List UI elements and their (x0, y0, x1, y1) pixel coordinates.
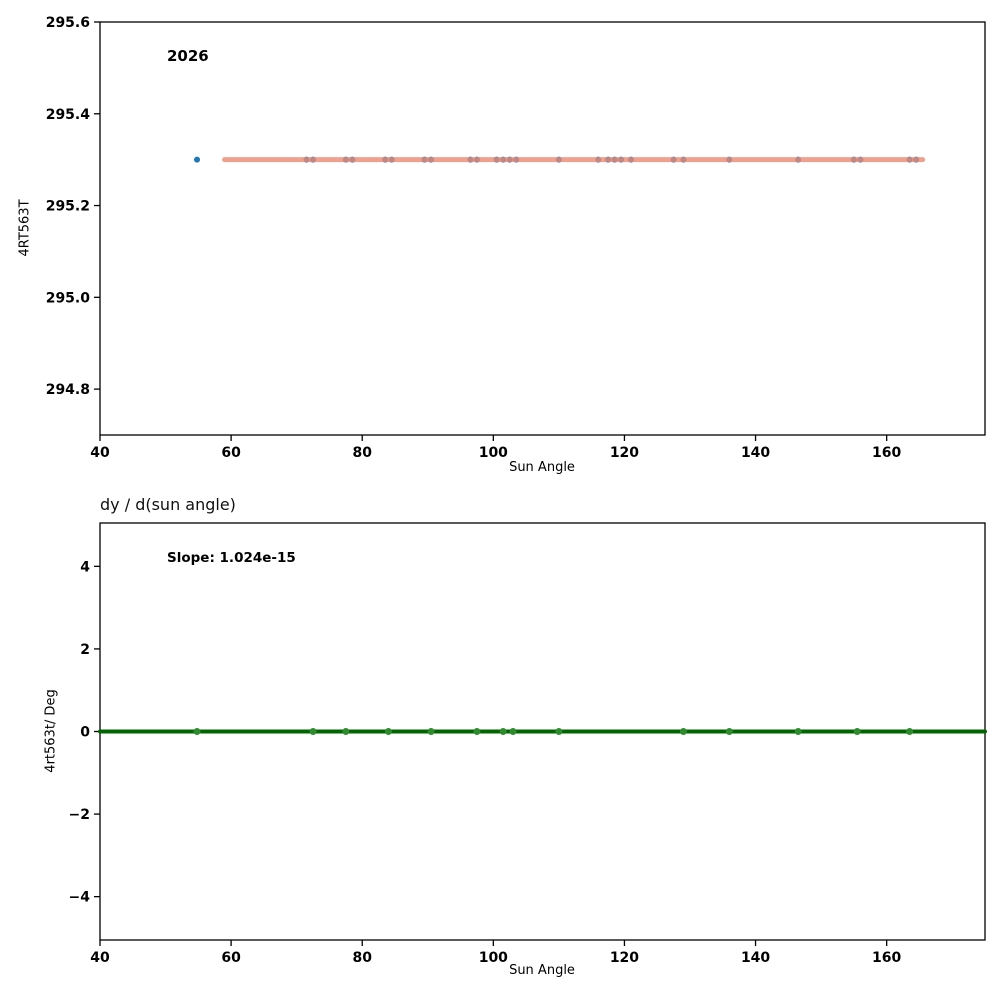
bottom-x-axis-label: Sun Angle (509, 963, 575, 978)
x-tick-label: 140 (741, 950, 770, 966)
scatter-point (679, 728, 687, 735)
scatter-point (309, 728, 317, 735)
x-tick-label: 140 (741, 445, 770, 461)
y-tick-label: 4 (80, 559, 90, 575)
axes-frame (99, 21, 986, 436)
x-tick-label: 40 (90, 445, 110, 461)
bottom-y-axis-label: 4rt563t/ Deg (43, 689, 59, 773)
scatter-point (384, 728, 392, 735)
x-tick-label: 60 (221, 950, 241, 966)
derivative-chart: 40 60 80 100 120 140 160 −4 −2 0 2 4 (69, 522, 987, 966)
x-tick-label: 40 (90, 950, 110, 966)
scatter-point (194, 156, 201, 163)
y-tick-label: 295.6 (46, 15, 90, 31)
y-tick-label: 294.8 (46, 382, 90, 398)
x-tick-label: 100 (479, 950, 508, 966)
y-tick-label: 295.4 (46, 107, 91, 123)
scatter-point (473, 728, 481, 735)
x-tick-label: 100 (479, 445, 508, 461)
scatter-point (427, 728, 435, 735)
y-tick-label: 295.0 (46, 290, 91, 306)
slope-annotation: Slope: 1.024e-15 (167, 550, 296, 566)
x-tick-label: 80 (352, 950, 372, 966)
scatter-point (853, 728, 861, 735)
y-tick-label: −4 (69, 890, 91, 906)
scatter-point (725, 728, 733, 735)
top-y-axis-label: 4RT563T (17, 199, 33, 257)
y-tick-label: 295.2 (46, 199, 90, 215)
scatter-point (342, 728, 350, 735)
scatter-point (193, 728, 201, 735)
y-tick-label: 2 (80, 642, 90, 658)
x-tick-label: 160 (872, 445, 901, 461)
top-scatter-chart: 40 60 80 100 120 140 160 294.8 295.0 295.2 295.4 29… (46, 15, 986, 461)
scatter-point (509, 728, 517, 735)
x-tick-label: 60 (221, 445, 241, 461)
y-tick-label: −2 (69, 807, 90, 823)
scatter-point (555, 728, 563, 735)
x-tick-label: 120 (610, 445, 639, 461)
derivative-chart-title: dy / d(sun angle) (100, 495, 236, 514)
scatter-point (499, 728, 507, 735)
year-annotation: 2026 (167, 47, 209, 65)
scatter-point (794, 728, 802, 735)
top-x-axis-label: Sun Angle (509, 460, 575, 475)
x-tick-label: 80 (352, 445, 372, 461)
y-tick-label: 0 (80, 725, 90, 741)
scatter-point (906, 728, 914, 735)
x-tick-label: 120 (610, 950, 639, 966)
x-tick-label: 160 (872, 950, 901, 966)
